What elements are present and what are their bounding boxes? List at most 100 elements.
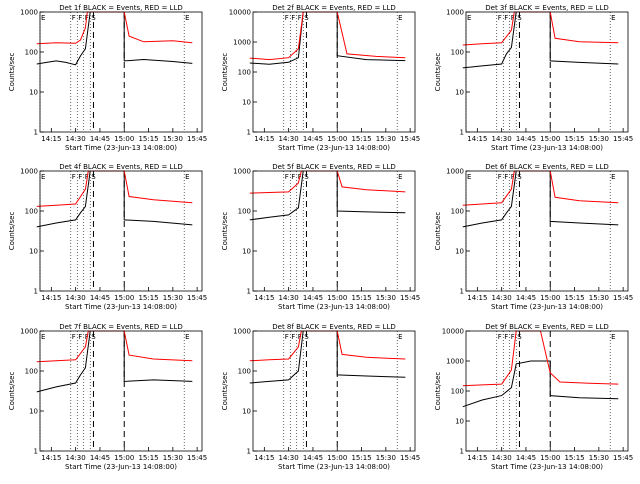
x-tick-label: 15:00 xyxy=(540,294,560,302)
x-axis-label: Start Time (23-Jun-13 14:08:00) xyxy=(278,303,390,311)
marker-label: S xyxy=(304,333,309,341)
x-tick-label: 15:00 xyxy=(114,135,134,143)
marker-label: E xyxy=(611,14,615,22)
x-tick-label: 15:15 xyxy=(138,294,158,302)
x-axis-label: Start Time (23-Jun-13 14:08:00) xyxy=(65,463,177,471)
y-tick-label: 1 xyxy=(460,288,464,296)
x-tick-label: 15:30 xyxy=(376,294,396,302)
y-tick-label: 100 xyxy=(25,368,38,376)
x-tick-label: 15:45 xyxy=(187,135,207,143)
x-tick-label: 14:45 xyxy=(516,135,536,143)
y-tick-label: 10000 xyxy=(442,328,464,336)
marker-label: F xyxy=(291,14,295,22)
y-tick-label: 1000 xyxy=(446,168,464,176)
y-tick-label: 1 xyxy=(34,448,38,456)
series-events-line xyxy=(249,170,406,221)
series-lld-line xyxy=(36,330,193,363)
x-tick-label: 14:15 xyxy=(467,454,487,462)
x-tick-label: 15:30 xyxy=(376,454,396,462)
x-tick-label: 14:15 xyxy=(254,294,274,302)
marker-label: E xyxy=(41,14,45,22)
marker-label: F xyxy=(498,333,502,341)
y-axis-label: Counts/sec xyxy=(221,53,229,92)
y-axis-label: Counts/sec xyxy=(221,372,229,411)
x-tick-label: 14:45 xyxy=(90,294,110,302)
x-tick-label: 14:15 xyxy=(254,454,274,462)
marker-label: S xyxy=(304,173,309,181)
series-events-line xyxy=(249,330,406,384)
marker-label: F xyxy=(504,173,508,181)
x-tick-label: 14:15 xyxy=(467,294,487,302)
marker-label: E xyxy=(398,173,402,181)
y-tick-label: 1000 xyxy=(20,328,38,336)
x-tick-label: 15:15 xyxy=(138,135,158,143)
x-tick-label: 15:15 xyxy=(564,135,584,143)
marker-label: F xyxy=(504,14,508,22)
x-tick-label: 15:30 xyxy=(163,454,183,462)
y-tick-label: 1 xyxy=(460,129,464,137)
panel-title: Det 8f BLACK = Events, RED = LLD xyxy=(272,323,395,331)
y-tick-label: 1 xyxy=(247,448,251,456)
y-tick-label: 1 xyxy=(34,129,38,137)
series-lld-line xyxy=(249,170,406,194)
plot-frame xyxy=(252,170,416,292)
panel-title: Det 5f BLACK = Events, RED = LLD xyxy=(272,163,395,171)
x-tick-label: 15:45 xyxy=(187,454,207,462)
x-tick-label: 15:45 xyxy=(400,294,420,302)
x-tick-label: 15:30 xyxy=(163,135,183,143)
y-tick-label: 100 xyxy=(238,208,251,216)
x-axis-label: Start Time (23-Jun-13 14:08:00) xyxy=(491,463,603,471)
series-lld-line xyxy=(462,11,619,46)
x-tick-label: 15:15 xyxy=(564,294,584,302)
y-axis-label: Counts/sec xyxy=(8,212,16,251)
y-tick-label: 10 xyxy=(455,89,464,97)
y-tick-label: 10 xyxy=(455,418,464,426)
x-tick-label: 14:30 xyxy=(279,294,299,302)
y-axis-label: Counts/sec xyxy=(434,53,442,92)
marker-label: E xyxy=(185,14,189,22)
y-tick-label: 100 xyxy=(451,388,464,396)
marker-label: E xyxy=(185,173,189,181)
x-tick-label: 15:15 xyxy=(351,454,371,462)
panel-title: Det 3f BLACK = Events, RED = LLD xyxy=(485,4,608,12)
plot-frame xyxy=(39,330,203,452)
y-tick-label: 1000 xyxy=(20,168,38,176)
x-tick-label: 14:15 xyxy=(41,294,61,302)
y-tick-label: 1 xyxy=(460,448,464,456)
x-tick-label: 14:45 xyxy=(303,454,323,462)
x-tick-label: 15:45 xyxy=(400,135,420,143)
marker-label: F xyxy=(498,173,502,181)
y-tick-label: 1000 xyxy=(20,9,38,17)
x-axis-label: Start Time (23-Jun-13 14:08:00) xyxy=(491,303,603,311)
x-tick-label: 14:30 xyxy=(66,294,86,302)
marker-label: E xyxy=(41,333,45,341)
y-tick-label: 100 xyxy=(25,208,38,216)
y-tick-label: 100 xyxy=(451,49,464,57)
x-tick-label: 14:45 xyxy=(303,135,323,143)
panel-title: Det 2f BLACK = Events, RED = LLD xyxy=(272,4,395,12)
panel-title: Det 1f BLACK = Events, RED = LLD xyxy=(59,4,182,12)
marker-label: F xyxy=(72,173,76,181)
panel-title: Det 6f BLACK = Events, RED = LLD xyxy=(485,163,608,171)
panel-title: Det 9f BLACK = Events, RED = LLD xyxy=(485,323,608,331)
marker-label: F xyxy=(511,14,515,22)
marker-label: E xyxy=(398,333,402,341)
marker-label: S xyxy=(91,173,96,181)
marker-label: E xyxy=(467,14,471,22)
plot-frame xyxy=(465,330,629,452)
marker-label: F xyxy=(285,14,289,22)
series-events-line xyxy=(36,170,193,228)
x-tick-label: 15:30 xyxy=(589,135,609,143)
marker-label: F xyxy=(78,14,82,22)
series-events-line xyxy=(462,11,619,69)
marker-label: F xyxy=(511,173,515,181)
x-tick-label: 15:45 xyxy=(613,454,633,462)
y-tick-label: 1000 xyxy=(233,168,251,176)
marker-label: F xyxy=(291,173,295,181)
x-tick-label: 15:45 xyxy=(400,454,420,462)
